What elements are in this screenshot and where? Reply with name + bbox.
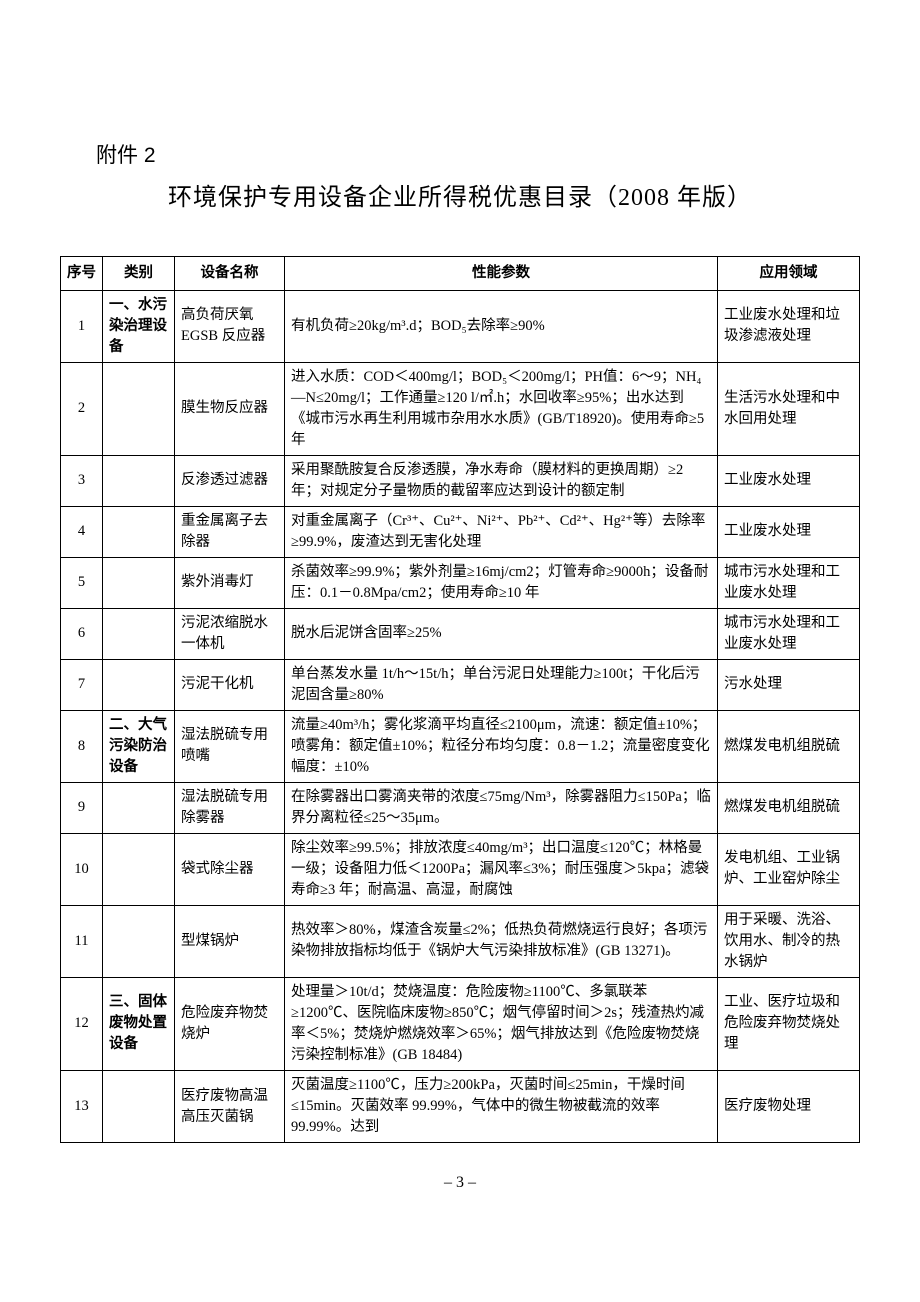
cell-category — [103, 557, 175, 608]
table-body: 1一、水污染治理设备高负荷厌氧EGSB 反应器有机负荷≥20kg/m³.d；BO… — [61, 290, 860, 1143]
cell-category: 三、固体废物处置设备 — [103, 977, 175, 1070]
cell-application: 医疗废物处理 — [718, 1071, 860, 1143]
cell-seq: 13 — [61, 1071, 103, 1143]
cell-application: 燃煤发电机组脱硫 — [718, 710, 860, 782]
cell-seq: 3 — [61, 455, 103, 506]
attachment-label: 附件 2 — [96, 140, 860, 172]
cell-category — [103, 608, 175, 659]
cell-seq: 9 — [61, 782, 103, 833]
table-row: 3 反渗透过滤器采用聚酰胺复合反渗透膜，净水寿命（膜材料的更换周期）≥2 年；对规… — [61, 455, 860, 506]
cell-spec: 脱水后泥饼含固率≥25% — [285, 608, 718, 659]
cell-equipment-name: 膜生物反应器 — [175, 362, 285, 455]
table-row: 10 袋式除尘器除尘效率≥99.5%；排放浓度≤40mg/m³；出口温度≤120℃… — [61, 833, 860, 905]
cell-category: 一、水污染治理设备 — [103, 290, 175, 362]
cell-equipment-name: 型煤锅炉 — [175, 905, 285, 977]
cell-seq: 12 — [61, 977, 103, 1070]
cell-seq: 5 — [61, 557, 103, 608]
header-application: 应用领域 — [718, 256, 860, 290]
cell-category — [103, 659, 175, 710]
cell-spec: 流量≥40m³/h；雾化浆滴平均直径≤2100μm，流速：额定值±10%；喷雾角… — [285, 710, 718, 782]
cell-equipment-name: 反渗透过滤器 — [175, 455, 285, 506]
cell-category — [103, 455, 175, 506]
cell-application: 发电机组、工业锅炉、工业窑炉除尘 — [718, 833, 860, 905]
cell-equipment-name: 污泥干化机 — [175, 659, 285, 710]
table-row: 6 污泥浓缩脱水一体机脱水后泥饼含固率≥25%城市污水处理和工业废水处理 — [61, 608, 860, 659]
cell-application: 城市污水处理和工业废水处理 — [718, 608, 860, 659]
cell-application: 工业废水处理和垃圾渗滤液处理 — [718, 290, 860, 362]
table-row: 12三、固体废物处置设备危险废弃物焚烧炉处理量＞10t/d；焚烧温度：危险废物≥… — [61, 977, 860, 1070]
table-row: 11 型煤锅炉热效率＞80%，煤渣含炭量≤2%；低热负荷燃烧运行良好；各项污染物排… — [61, 905, 860, 977]
table-header-row: 序号 类别 设备名称 性能参数 应用领域 — [61, 256, 860, 290]
cell-application: 工业、医疗垃圾和危险废弃物焚烧处理 — [718, 977, 860, 1070]
table-row: 2 膜生物反应器进入水质：COD＜400mg/l；BOD₅＜200mg/l；PH值… — [61, 362, 860, 455]
cell-equipment-name: 湿法脱硫专用喷嘴 — [175, 710, 285, 782]
cell-application: 城市污水处理和工业废水处理 — [718, 557, 860, 608]
cell-category — [103, 506, 175, 557]
cell-category — [103, 1071, 175, 1143]
table-row: 1一、水污染治理设备高负荷厌氧EGSB 反应器有机负荷≥20kg/m³.d；BO… — [61, 290, 860, 362]
cell-equipment-name: 医疗废物高温高压灭菌锅 — [175, 1071, 285, 1143]
cell-seq: 4 — [61, 506, 103, 557]
cell-seq: 10 — [61, 833, 103, 905]
table-row: 8二、大气污染防治设备湿法脱硫专用喷嘴流量≥40m³/h；雾化浆滴平均直径≤21… — [61, 710, 860, 782]
cell-spec: 进入水质：COD＜400mg/l；BOD₅＜200mg/l；PH值：6～9；NH… — [285, 362, 718, 455]
cell-seq: 11 — [61, 905, 103, 977]
cell-equipment-name: 袋式除尘器 — [175, 833, 285, 905]
cell-application: 用于采暖、洗浴、饮用水、制冷的热水锅炉 — [718, 905, 860, 977]
cell-category — [103, 833, 175, 905]
cell-spec: 灭菌温度≥1100℃，压力≥200kPa，灭菌时间≤25min，干燥时间≤15m… — [285, 1071, 718, 1143]
equipment-table: 序号 类别 设备名称 性能参数 应用领域 1一、水污染治理设备高负荷厌氧EGSB… — [60, 256, 860, 1144]
cell-spec: 杀菌效率≥99.9%；紫外剂量≥16mj/cm2；灯管寿命≥9000h；设备耐压… — [285, 557, 718, 608]
table-row: 4 重金属离子去除器对重金属离子（Cr³⁺、Cu²⁺、Ni²⁺、Pb²⁺、Cd²⁺… — [61, 506, 860, 557]
cell-spec: 处理量＞10t/d；焚烧温度：危险废物≥1100℃、多氯联苯≥1200℃、医院临… — [285, 977, 718, 1070]
table-row: 9 湿法脱硫专用除雾器在除雾器出口雾滴夹带的浓度≤75mg/Nm³，除雾器阻力≤1… — [61, 782, 860, 833]
cell-category — [103, 362, 175, 455]
cell-spec: 对重金属离子（Cr³⁺、Cu²⁺、Ni²⁺、Pb²⁺、Cd²⁺、Hg²⁺等）去除… — [285, 506, 718, 557]
cell-category — [103, 782, 175, 833]
cell-category: 二、大气污染防治设备 — [103, 710, 175, 782]
cell-equipment-name: 湿法脱硫专用除雾器 — [175, 782, 285, 833]
cell-spec: 在除雾器出口雾滴夹带的浓度≤75mg/Nm³，除雾器阻力≤150Pa；临界分离粒… — [285, 782, 718, 833]
cell-spec: 单台蒸发水量 1t/h～15t/h；单台污泥日处理能力≥100t；干化后污泥固含… — [285, 659, 718, 710]
cell-equipment-name: 紫外消毒灯 — [175, 557, 285, 608]
page-number: – 3 – — [60, 1171, 860, 1195]
cell-seq: 2 — [61, 362, 103, 455]
cell-application: 污水处理 — [718, 659, 860, 710]
header-category: 类别 — [103, 256, 175, 290]
header-name: 设备名称 — [175, 256, 285, 290]
cell-seq: 8 — [61, 710, 103, 782]
cell-application: 生活污水处理和中水回用处理 — [718, 362, 860, 455]
table-row: 13 医疗废物高温高压灭菌锅灭菌温度≥1100℃，压力≥200kPa，灭菌时间≤2… — [61, 1071, 860, 1143]
cell-equipment-name: 污泥浓缩脱水一体机 — [175, 608, 285, 659]
cell-equipment-name: 重金属离子去除器 — [175, 506, 285, 557]
cell-seq: 6 — [61, 608, 103, 659]
cell-equipment-name: 危险废弃物焚烧炉 — [175, 977, 285, 1070]
cell-spec: 有机负荷≥20kg/m³.d；BOD₅去除率≥90% — [285, 290, 718, 362]
cell-category — [103, 905, 175, 977]
table-row: 5 紫外消毒灯杀菌效率≥99.9%；紫外剂量≥16mj/cm2；灯管寿命≥9000… — [61, 557, 860, 608]
cell-seq: 7 — [61, 659, 103, 710]
cell-application: 燃煤发电机组脱硫 — [718, 782, 860, 833]
cell-spec: 热效率＞80%，煤渣含炭量≤2%；低热负荷燃烧运行良好；各项污染物排放指标均低于… — [285, 905, 718, 977]
cell-application: 工业废水处理 — [718, 506, 860, 557]
header-spec: 性能参数 — [285, 256, 718, 290]
header-seq: 序号 — [61, 256, 103, 290]
cell-spec: 除尘效率≥99.5%；排放浓度≤40mg/m³；出口温度≤120℃；林格曼一级；… — [285, 833, 718, 905]
cell-equipment-name: 高负荷厌氧EGSB 反应器 — [175, 290, 285, 362]
cell-spec: 采用聚酰胺复合反渗透膜，净水寿命（膜材料的更换周期）≥2 年；对规定分子量物质的… — [285, 455, 718, 506]
document-title: 环境保护专用设备企业所得税优惠目录（2008 年版） — [60, 180, 860, 216]
cell-application: 工业废水处理 — [718, 455, 860, 506]
cell-seq: 1 — [61, 290, 103, 362]
table-row: 7 污泥干化机单台蒸发水量 1t/h～15t/h；单台污泥日处理能力≥100t；干… — [61, 659, 860, 710]
